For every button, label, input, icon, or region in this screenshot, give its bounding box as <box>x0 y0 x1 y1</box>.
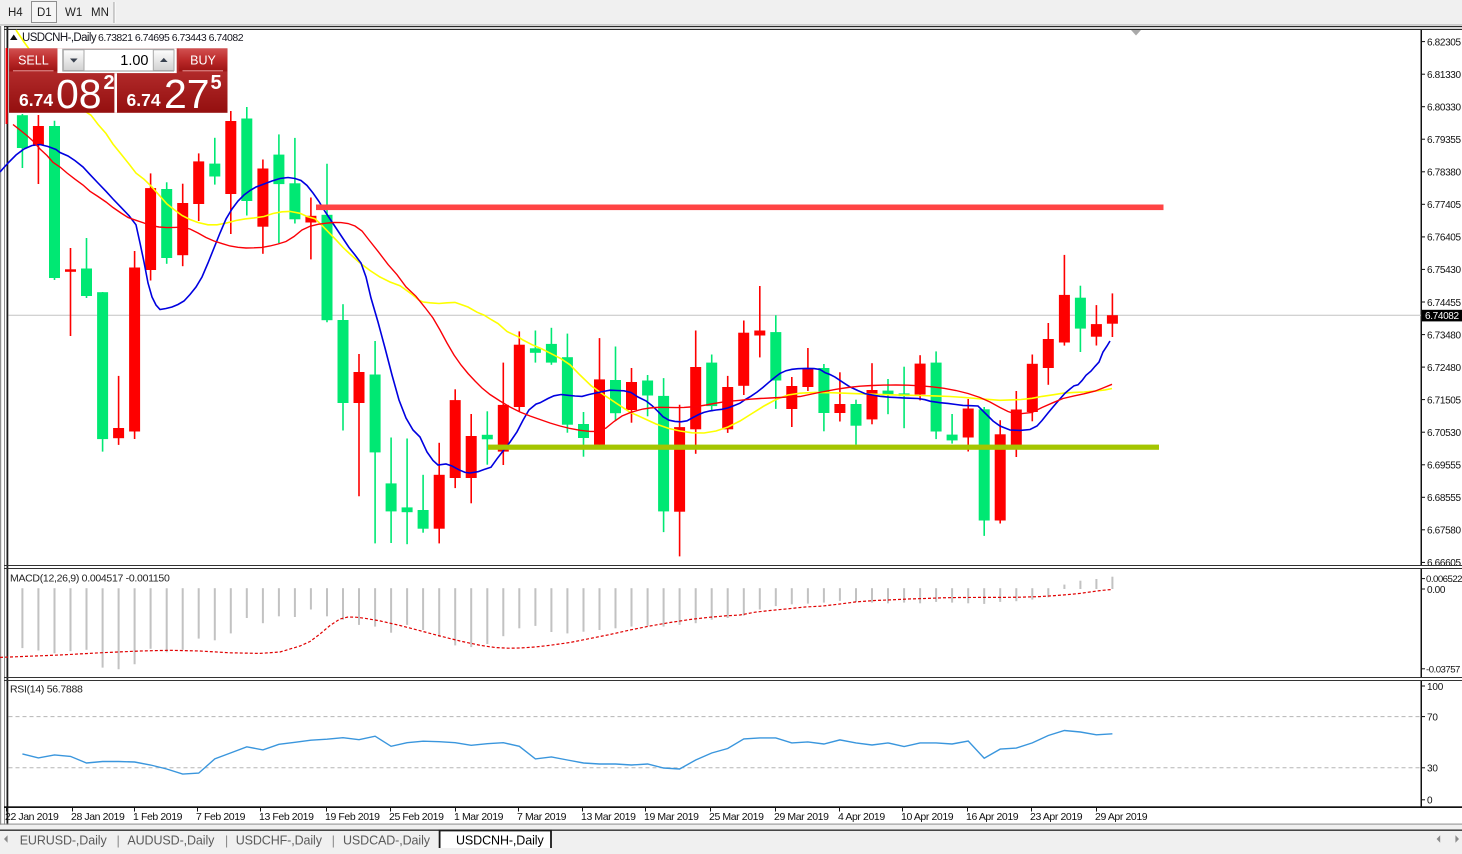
svg-text:7 Mar 2019: 7 Mar 2019 <box>517 811 567 823</box>
svg-text:5: 5 <box>211 72 222 94</box>
svg-text:1 Feb 2019: 1 Feb 2019 <box>133 811 183 823</box>
svg-text:EURUSD-,Daily: EURUSD-,Daily <box>20 834 108 848</box>
svg-text:29 Apr 2019: 29 Apr 2019 <box>1095 811 1148 823</box>
svg-text:|: | <box>225 833 228 848</box>
svg-text:6.79355: 6.79355 <box>1427 135 1461 146</box>
svg-text:RSI(14) 56.7888: RSI(14) 56.7888 <box>10 684 83 696</box>
svg-text:6.68555: 6.68555 <box>1427 493 1461 504</box>
svg-text:6.75430: 6.75430 <box>1427 265 1461 276</box>
svg-text:4 Apr 2019: 4 Apr 2019 <box>838 811 885 823</box>
svg-text:MACD(12,26,9) 0.004517 -0.0011: MACD(12,26,9) 0.004517 -0.001150 <box>10 573 170 585</box>
svg-text:|: | <box>332 833 335 848</box>
svg-text:6.67580: 6.67580 <box>1427 526 1461 537</box>
svg-text:22 Jan 2019: 22 Jan 2019 <box>5 811 59 823</box>
svg-text:19 Feb 2019: 19 Feb 2019 <box>325 811 380 823</box>
svg-text:USDCNH-,Daily: USDCNH-,Daily <box>456 834 544 848</box>
svg-text:27: 27 <box>164 71 210 117</box>
svg-text:USDCNH-,Daily: USDCNH-,Daily <box>22 32 97 44</box>
svg-text:100: 100 <box>1427 682 1444 693</box>
svg-text:29 Mar 2019: 29 Mar 2019 <box>774 811 829 823</box>
svg-text:6.74082: 6.74082 <box>1425 311 1459 322</box>
svg-text:16 Apr 2019: 16 Apr 2019 <box>966 811 1019 823</box>
svg-text:6.74455: 6.74455 <box>1427 298 1461 309</box>
svg-text:10 Apr 2019: 10 Apr 2019 <box>901 811 954 823</box>
svg-text:23 Apr 2019: 23 Apr 2019 <box>1030 811 1083 823</box>
svg-text:6.73480: 6.73480 <box>1427 330 1461 341</box>
svg-text:-0.03757: -0.03757 <box>1426 665 1460 676</box>
svg-text:13 Feb 2019: 13 Feb 2019 <box>259 811 314 823</box>
svg-text:AUDUSD-,Daily: AUDUSD-,Daily <box>127 834 215 848</box>
svg-text:6.74: 6.74 <box>19 90 53 110</box>
svg-text:28 Jan 2019: 28 Jan 2019 <box>71 811 125 823</box>
svg-text:6.76405: 6.76405 <box>1427 233 1461 244</box>
svg-text:6.80330: 6.80330 <box>1427 103 1461 114</box>
svg-text:6.74: 6.74 <box>127 90 161 110</box>
svg-text:13 Mar 2019: 13 Mar 2019 <box>581 811 636 823</box>
svg-text:0.00: 0.00 <box>1427 585 1446 596</box>
svg-text:6.70530: 6.70530 <box>1427 428 1461 439</box>
svg-text:6.72480: 6.72480 <box>1427 363 1461 374</box>
svg-text:USDCAD-,Daily: USDCAD-,Daily <box>343 834 431 848</box>
svg-text:25 Feb 2019: 25 Feb 2019 <box>389 811 444 823</box>
svg-text:0.006522: 0.006522 <box>1426 574 1462 585</box>
svg-text:MN: MN <box>91 7 109 19</box>
svg-text:6.78380: 6.78380 <box>1427 168 1461 179</box>
svg-text:6.66605: 6.66605 <box>1427 558 1461 569</box>
svg-text:25 Mar 2019: 25 Mar 2019 <box>709 811 764 823</box>
svg-text:6.73821 6.74695 6.73443 6.7408: 6.73821 6.74695 6.73443 6.74082 <box>98 32 244 44</box>
svg-text:0: 0 <box>1427 796 1433 807</box>
svg-text:6.81330: 6.81330 <box>1427 70 1461 81</box>
svg-text:30: 30 <box>1427 764 1438 775</box>
svg-text:6.82305: 6.82305 <box>1427 37 1461 48</box>
svg-text:USDCHF-,Daily: USDCHF-,Daily <box>236 834 323 848</box>
svg-text:1.00: 1.00 <box>120 53 148 69</box>
svg-text:W1: W1 <box>65 7 82 19</box>
svg-text:70: 70 <box>1427 712 1438 723</box>
svg-text:BUY: BUY <box>190 54 216 68</box>
svg-text:2: 2 <box>104 72 115 94</box>
svg-text:D1: D1 <box>37 7 52 19</box>
svg-text:7 Feb 2019: 7 Feb 2019 <box>196 811 246 823</box>
svg-text:6.77405: 6.77405 <box>1427 200 1461 211</box>
svg-text:SELL: SELL <box>18 54 49 68</box>
svg-text:08: 08 <box>56 71 102 117</box>
svg-text:1 Mar 2019: 1 Mar 2019 <box>454 811 504 823</box>
svg-text:6.71505: 6.71505 <box>1427 395 1461 406</box>
svg-text:6.69555: 6.69555 <box>1427 461 1461 472</box>
svg-text:|: | <box>117 833 120 848</box>
svg-text:19 Mar 2019: 19 Mar 2019 <box>644 811 699 823</box>
svg-text:H4: H4 <box>8 7 23 19</box>
